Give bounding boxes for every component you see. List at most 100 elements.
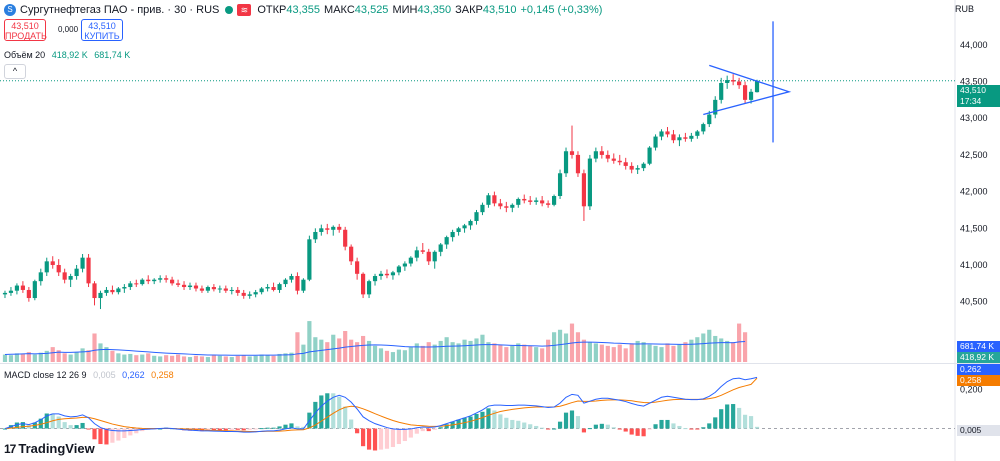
currency-label[interactable]: RUB [954, 4, 974, 14]
candle-body [152, 279, 157, 282]
volume-tag: 418,92 K [957, 352, 1000, 363]
volume-bar [343, 331, 348, 362]
sell-label: ПРОДАТЬ [5, 31, 47, 41]
macd-legend-signal: 0,258 [151, 370, 174, 380]
buy-label: КУПИТЬ [84, 31, 120, 41]
volume-legend[interactable]: Объём 20 418,92 K 681,74 K [4, 50, 130, 60]
candle-body [528, 200, 533, 202]
macd-histogram-bar [247, 428, 252, 430]
volume-bar [426, 342, 431, 362]
volume-bar [92, 333, 97, 362]
macd-histogram-bar [295, 426, 300, 429]
volume-bar [725, 340, 730, 362]
volume-bar [563, 333, 569, 362]
candle-body [563, 151, 569, 174]
volume-bar [8, 355, 14, 362]
candle-body [247, 294, 252, 296]
candle-body [2, 292, 8, 295]
sell-button[interactable]: 43,510 ПРОДАТЬ [4, 19, 47, 41]
candle-body [283, 279, 288, 285]
macd-histogram-bar [14, 422, 20, 429]
candle-body [253, 292, 258, 295]
volume-bar [737, 323, 742, 362]
price-tick-label: 44,000 [960, 40, 988, 50]
macd-histogram-bar [253, 428, 258, 430]
collapse-chevron-icon[interactable]: ^ [4, 64, 26, 79]
price-tick-label: 40,500 [960, 297, 988, 307]
macd-histogram-bar [259, 428, 264, 430]
volume-bar [2, 354, 8, 362]
macd-histogram-bar [271, 427, 276, 429]
candle-body [205, 287, 211, 291]
candle-body [277, 284, 282, 290]
macd-histogram-bar [229, 428, 234, 430]
volume-bar [223, 356, 228, 362]
volume-bar [211, 355, 216, 362]
candle-body [38, 272, 43, 282]
volume-bar [462, 339, 467, 362]
macd-histogram-bar [98, 428, 103, 445]
volume-bar [707, 329, 712, 362]
macd-legend[interactable]: MACD close 12 26 9 0,005 0,262 0,258 [4, 370, 174, 380]
macd-histogram-bar [575, 416, 581, 429]
macd-histogram-bar [617, 428, 622, 430]
volume-bar [695, 337, 700, 362]
candle-body [587, 158, 592, 207]
macd-histogram-bar [390, 428, 396, 448]
volume-bar [361, 335, 366, 362]
macd-histogram-bar [611, 427, 616, 429]
candle-body [68, 276, 73, 280]
candle-body [193, 285, 199, 289]
macd-histogram-bar [671, 423, 676, 429]
candle-body [110, 289, 115, 293]
candle-body [713, 99, 718, 115]
macd-histogram-bar [546, 428, 551, 430]
symbol-title[interactable]: Сургутнефтегаз ПАО - прив. · 30 · RUS [20, 4, 220, 16]
candle-body [8, 290, 14, 293]
macd-histogram-bar [80, 422, 85, 429]
candle-body [635, 168, 640, 170]
wave-icon[interactable]: ≋ [237, 4, 252, 16]
macd-histogram-bar [581, 428, 587, 433]
volume-bar [372, 345, 378, 362]
volume-bar [283, 353, 288, 362]
volume-bar [307, 321, 312, 362]
macd-histogram-bar [408, 428, 413, 438]
candle-body [265, 287, 270, 289]
macd-histogram-bar [701, 427, 706, 429]
macd-histogram-bar [122, 428, 127, 439]
macd-histogram-bar [748, 416, 754, 429]
macd-histogram-bar [498, 414, 503, 429]
macd-histogram-bar [265, 427, 270, 429]
macd-histogram-bar [480, 411, 485, 429]
volume-bar [86, 350, 91, 362]
buy-button[interactable]: 43,510 КУПИТЬ [81, 19, 123, 41]
tradingview-logo[interactable]: 17 TradingView [4, 441, 95, 456]
volume-bar [38, 352, 43, 362]
price-tick-label: 41,000 [960, 260, 988, 270]
volume-bar [402, 350, 407, 362]
candle-body [241, 292, 246, 296]
macd-histogram-bar [68, 425, 73, 429]
volume-bar [193, 355, 199, 362]
macd-histogram-bar [384, 428, 390, 449]
volume-bar [259, 354, 264, 362]
volume-bar [170, 355, 175, 362]
candle-body [623, 162, 628, 166]
ohlc-change: +0,145 (+0,33%) [520, 4, 603, 16]
volume-bar [540, 348, 545, 362]
candle-body [158, 278, 163, 280]
candle-body [98, 292, 103, 299]
candle-body [534, 200, 539, 202]
candle-body [116, 288, 121, 293]
volume-bar [432, 344, 437, 362]
candle-body [408, 257, 413, 264]
candle-body [546, 203, 551, 205]
volume-bar [295, 332, 300, 362]
volume-bar [241, 355, 246, 362]
candle-body [128, 283, 133, 288]
volume-bar [557, 329, 563, 362]
candle-body [134, 283, 139, 285]
candle-body [611, 158, 616, 161]
